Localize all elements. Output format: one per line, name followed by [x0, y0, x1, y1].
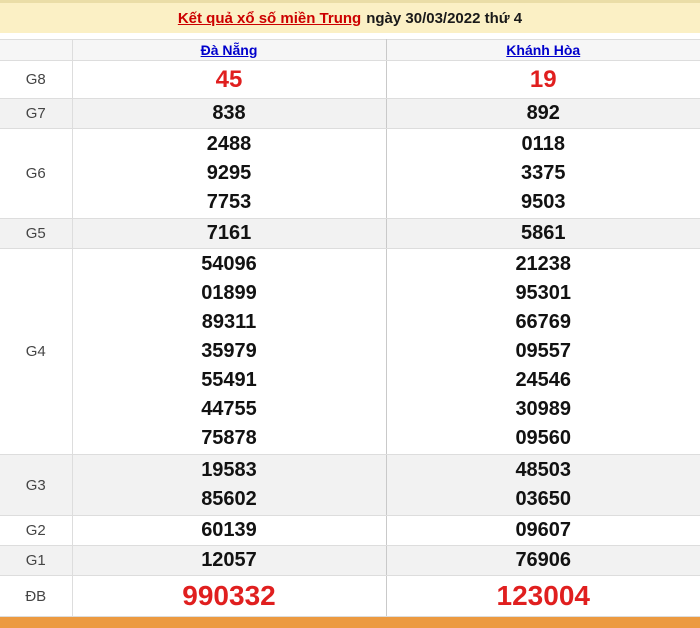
results-title-link[interactable]: Kết quả xổ số miền Trung [178, 10, 361, 27]
result-value: 19 [387, 61, 700, 98]
result-value: 09557 [387, 337, 700, 366]
result-cell: 21238 95301 66769 09557 24546 30989 0956… [386, 249, 700, 455]
column-header-khanh-hoa: Khánh Hòa [386, 40, 700, 61]
result-value: 75878 [73, 424, 386, 453]
result-value: 5861 [387, 219, 700, 248]
result-cell: 7161 [72, 219, 386, 249]
result-value: 55491 [73, 366, 386, 395]
result-value: 12057 [73, 546, 386, 575]
result-cell: 990332 [72, 576, 386, 617]
result-cell: 09607 [386, 516, 700, 546]
result-value: 54096 [73, 250, 386, 279]
result-cell: 12057 [72, 546, 386, 576]
result-cell: 60139 [72, 516, 386, 546]
prize-column-header [0, 40, 72, 61]
result-value: 45 [73, 61, 386, 98]
result-value: 2488 [73, 130, 386, 159]
result-value: 7161 [73, 219, 386, 248]
table-row-g1: G1 12057 76906 [0, 546, 700, 576]
table-header-row: Đà Nẵng Khánh Hòa [0, 40, 700, 61]
lottery-results-table: Đà Nẵng Khánh Hòa G8 45 19 G7 838 892 G6… [0, 39, 700, 617]
bottom-orange-bar [0, 617, 700, 628]
result-value: 85602 [73, 485, 386, 514]
prize-label: G4 [0, 249, 72, 455]
result-value: 3375 [387, 159, 700, 188]
result-value: 9295 [73, 159, 386, 188]
result-value: 89311 [73, 308, 386, 337]
table-row-g5: G5 7161 5861 [0, 219, 700, 249]
result-cell: 892 [386, 99, 700, 129]
prize-label: G8 [0, 61, 72, 99]
column-header-da-nang: Đà Nẵng [72, 40, 386, 61]
result-value: 01899 [73, 279, 386, 308]
result-value: 66769 [387, 308, 700, 337]
page-title: Kết quả xổ số miền Trung ngày 30/03/2022… [0, 0, 700, 33]
result-value: 990332 [73, 576, 386, 616]
result-value: 44755 [73, 395, 386, 424]
result-value: 24546 [387, 366, 700, 395]
prize-label: G6 [0, 129, 72, 219]
result-cell: 45 [72, 61, 386, 99]
result-value: 95301 [387, 279, 700, 308]
result-value: 30989 [387, 395, 700, 424]
results-title-date: ngày 30/03/2022 thứ 4 [366, 10, 522, 27]
result-cell: 123004 [386, 576, 700, 617]
table-row-g7: G7 838 892 [0, 99, 700, 129]
table-row-g4: G4 54096 01899 89311 35979 55491 44755 7… [0, 249, 700, 455]
result-cell: 0118 3375 9503 [386, 129, 700, 219]
result-value: 838 [73, 99, 386, 128]
prize-label: G1 [0, 546, 72, 576]
result-value: 60139 [73, 516, 386, 545]
prize-label: ĐB [0, 576, 72, 617]
prize-label: G7 [0, 99, 72, 129]
result-cell: 19 [386, 61, 700, 99]
table-row-g2: G2 60139 09607 [0, 516, 700, 546]
table-row-g6: G6 2488 9295 7753 0118 3375 9503 [0, 129, 700, 219]
result-value: 48503 [387, 456, 700, 485]
result-value: 21238 [387, 250, 700, 279]
table-row-g8: G8 45 19 [0, 61, 700, 99]
result-value: 892 [387, 99, 700, 128]
result-cell: 76906 [386, 546, 700, 576]
result-cell: 2488 9295 7753 [72, 129, 386, 219]
da-nang-link[interactable]: Đà Nẵng [201, 42, 258, 58]
result-value: 09560 [387, 424, 700, 453]
result-value: 76906 [387, 546, 700, 575]
prize-label: G2 [0, 516, 72, 546]
result-cell: 838 [72, 99, 386, 129]
result-value: 19583 [73, 456, 386, 485]
result-value: 09607 [387, 516, 700, 545]
result-cell: 5861 [386, 219, 700, 249]
result-cell: 48503 03650 [386, 455, 700, 516]
table-row-g3: G3 19583 85602 48503 03650 [0, 455, 700, 516]
prize-label: G5 [0, 219, 72, 249]
khanh-hoa-link[interactable]: Khánh Hòa [506, 42, 580, 58]
result-cell: 54096 01899 89311 35979 55491 44755 7587… [72, 249, 386, 455]
result-cell: 19583 85602 [72, 455, 386, 516]
result-value: 9503 [387, 188, 700, 217]
result-value: 03650 [387, 485, 700, 514]
prize-label: G3 [0, 455, 72, 516]
result-value: 7753 [73, 188, 386, 217]
result-value: 35979 [73, 337, 386, 366]
result-value: 123004 [387, 576, 700, 616]
table-row-db: ĐB 990332 123004 [0, 576, 700, 617]
result-value: 0118 [387, 130, 700, 159]
